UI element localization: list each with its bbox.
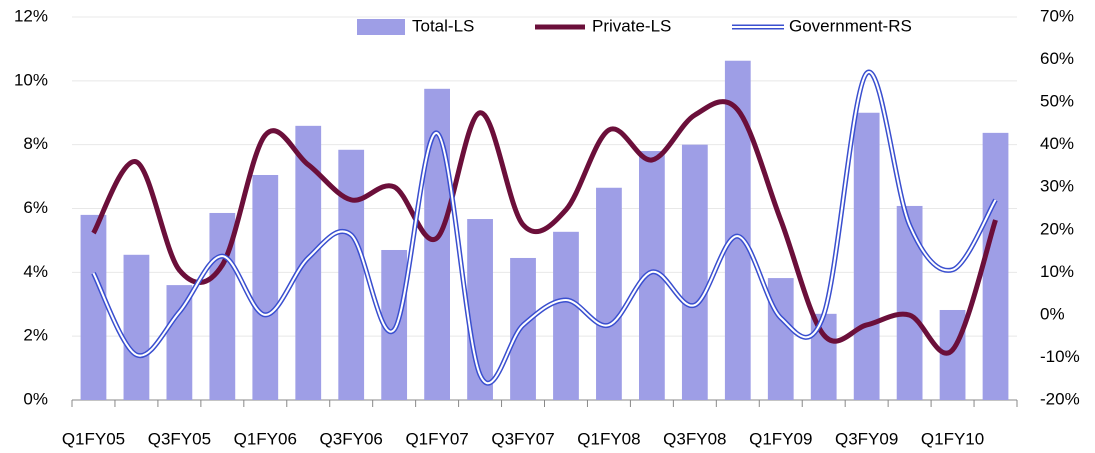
y2-tick-label: 10%: [1040, 262, 1074, 281]
x-tick-label: Q3FY06: [320, 429, 383, 448]
x-tick-label: Q3FY05: [148, 429, 211, 448]
bar: [596, 187, 622, 400]
bar: [896, 205, 923, 400]
bar: [853, 112, 880, 400]
y-tick-label: 6%: [23, 198, 48, 217]
y2-tick-label: 40%: [1040, 134, 1074, 153]
bar: [510, 257, 536, 400]
legend-label: Government-RS: [789, 16, 912, 35]
y-tick-label: 8%: [23, 134, 48, 153]
x-tick-label: Q1FY07: [405, 429, 468, 448]
x-tick-label: Q1FY09: [749, 429, 812, 448]
y-tick-label: 10%: [14, 70, 48, 89]
y-tick-label: 12%: [14, 6, 48, 25]
bar: [252, 174, 279, 400]
bar: [123, 254, 150, 400]
bar: [80, 214, 107, 400]
legend-label: Total-LS: [412, 16, 474, 35]
x-tick-label: Q3FY07: [491, 429, 554, 448]
bar: [681, 144, 708, 400]
y2-tick-label: 60%: [1040, 49, 1074, 68]
y2-tick-label: -20%: [1040, 389, 1080, 408]
x-tick-label: Q1FY08: [577, 429, 640, 448]
y-tick-label: 2%: [23, 326, 48, 345]
bar: [338, 149, 365, 400]
x-tick-label: Q3FY08: [663, 429, 726, 448]
y2-tick-label: -10%: [1040, 347, 1080, 366]
legend-swatch: [357, 19, 405, 35]
legend-label: Private-LS: [592, 16, 671, 35]
y-tick-label: 4%: [23, 262, 48, 281]
x-tick-label: Q1FY06: [234, 429, 297, 448]
bar: [553, 231, 579, 400]
x-tick-label: Q3FY09: [835, 429, 898, 448]
line: [91, 99, 998, 356]
bar: [767, 278, 794, 400]
y2-tick-label: 70%: [1040, 6, 1074, 25]
line-inner: [92, 71, 997, 385]
y2-tick-label: 20%: [1040, 219, 1074, 238]
y2-tick-label: 30%: [1040, 177, 1074, 196]
bar: [724, 60, 751, 401]
bar: [982, 132, 1009, 401]
y2-tick-label: 50%: [1040, 92, 1074, 111]
y2-tick-label: 0%: [1040, 304, 1065, 323]
x-tick-label: Q1FY10: [921, 429, 984, 448]
bar: [810, 313, 837, 400]
x-tick-label: Q1FY05: [62, 429, 125, 448]
y-tick-label: 0%: [23, 389, 48, 408]
